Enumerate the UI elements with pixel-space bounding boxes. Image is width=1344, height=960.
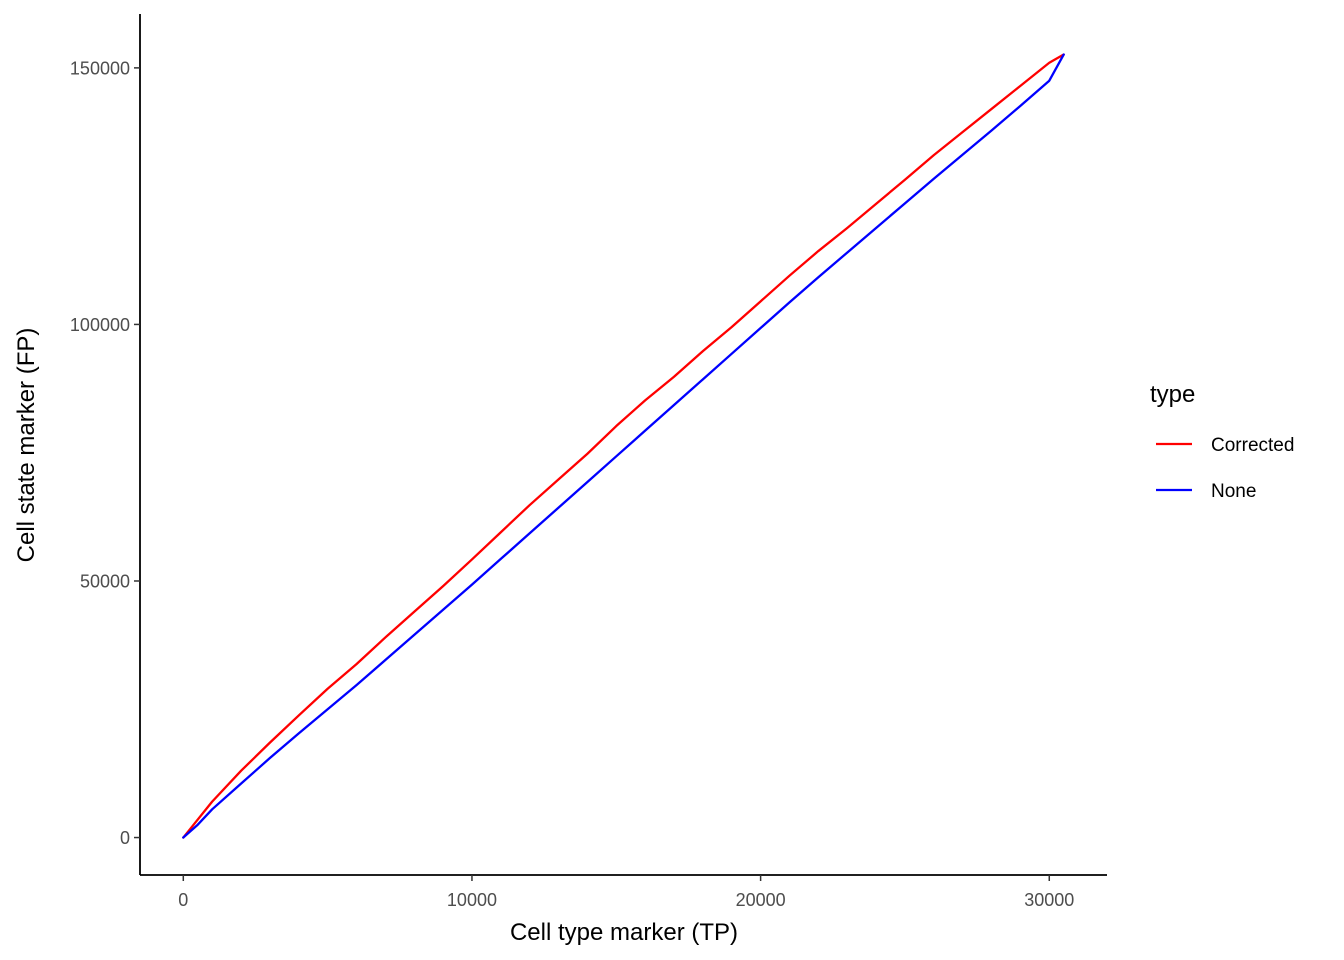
y-tick-label: 50000 [80, 571, 130, 591]
legend-title: type [1150, 381, 1195, 408]
legend-label-none: None [1211, 481, 1256, 502]
legend: type Corrected None [1150, 381, 1294, 502]
plot-lines [182, 53, 1065, 839]
x-tick-label: 20000 [736, 890, 786, 910]
x-tick-label: 30000 [1024, 890, 1074, 910]
y-tick-label: 150000 [70, 58, 130, 78]
y-tick-label: 0 [120, 828, 130, 848]
y-axis-title: Cell state marker (FP) [13, 328, 40, 563]
y-tick-label: 100000 [70, 315, 130, 335]
x-axis-title: Cell type marker (TP) [510, 919, 738, 946]
x-tick-label: 0 [178, 890, 188, 910]
x-axis-ticks: 0 10000 20000 30000 [178, 875, 1074, 910]
series-line-corrected [182, 53, 1065, 839]
legend-items: Corrected None [1156, 435, 1294, 502]
series-line-none [182, 53, 1065, 839]
x-tick-label: 10000 [447, 890, 497, 910]
y-axis-ticks: 0 50000 100000 150000 [70, 58, 140, 848]
legend-label-corrected: Corrected [1211, 435, 1294, 456]
